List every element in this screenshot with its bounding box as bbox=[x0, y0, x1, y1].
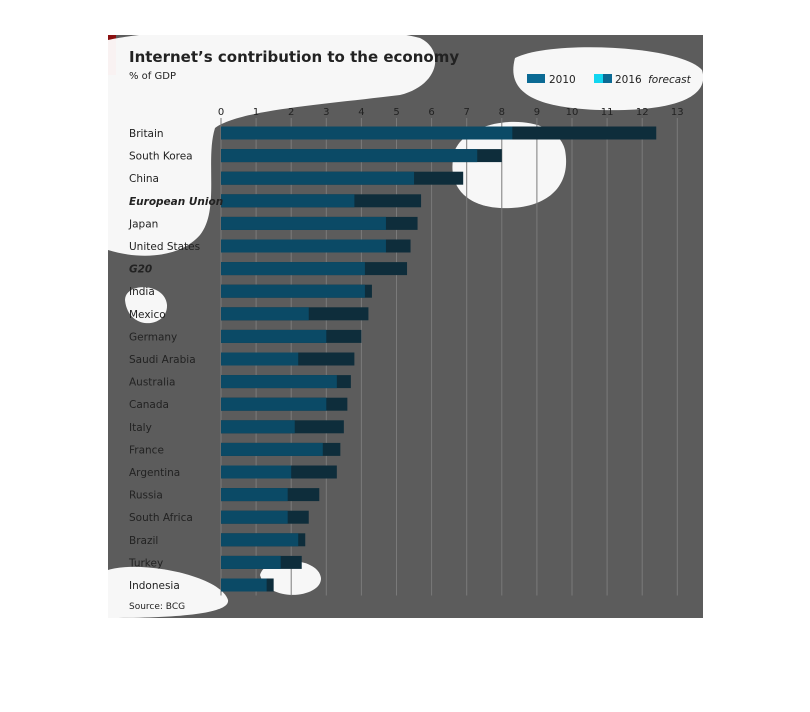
category-label: Turkey bbox=[128, 557, 163, 569]
bar-2010 bbox=[221, 420, 295, 434]
highlight-blob bbox=[108, 27, 436, 256]
x-tick-label: 0 bbox=[218, 107, 224, 118]
x-tick-label: 6 bbox=[428, 107, 434, 118]
legend-label-2016: 2016 forecast bbox=[615, 74, 692, 86]
category-label: Brazil bbox=[129, 535, 158, 547]
bar-2010 bbox=[221, 442, 323, 456]
bar-2010 bbox=[221, 578, 267, 592]
category-label: Germany bbox=[129, 331, 177, 343]
category-label: Indonesia bbox=[129, 580, 180, 592]
highlight-blob bbox=[260, 560, 322, 595]
category-label: Australia bbox=[129, 377, 175, 389]
x-tick-label: 5 bbox=[393, 107, 399, 118]
category-label: South Korea bbox=[129, 151, 193, 163]
bar-2010 bbox=[221, 352, 299, 366]
bar-2010 bbox=[221, 126, 513, 140]
bar-2010 bbox=[221, 194, 355, 208]
bar-2010 bbox=[221, 329, 327, 343]
highlight-blob bbox=[125, 287, 168, 324]
x-tick-label: 12 bbox=[636, 107, 649, 118]
legend-swatch-2016-b bbox=[603, 74, 612, 83]
legend-swatch-2016 bbox=[594, 74, 603, 83]
x-tick-label: 4 bbox=[358, 107, 364, 118]
x-tick-label: 10 bbox=[566, 107, 579, 118]
x-tick-label: 9 bbox=[534, 107, 540, 118]
bar-2010 bbox=[221, 171, 415, 185]
category-label: Italy bbox=[129, 422, 152, 434]
x-tick-label: 2 bbox=[288, 107, 294, 118]
x-tick-label: 13 bbox=[671, 107, 684, 118]
bar-2010 bbox=[221, 397, 327, 411]
category-label: G20 bbox=[129, 264, 152, 276]
chart-source: Source: BCG bbox=[129, 602, 185, 612]
category-label: Russia bbox=[129, 490, 163, 502]
category-label: Argentina bbox=[129, 467, 180, 479]
category-label: Mexico bbox=[129, 309, 166, 321]
x-tick-label: 11 bbox=[601, 107, 614, 118]
bar-2010 bbox=[221, 375, 337, 389]
category-label: United States bbox=[129, 241, 200, 253]
bar-2010 bbox=[221, 216, 386, 230]
highlight-blob bbox=[452, 121, 567, 209]
bar-2010 bbox=[221, 284, 365, 298]
category-label: Saudi Arabia bbox=[129, 354, 196, 366]
legend-swatch-2010 bbox=[527, 74, 545, 83]
chart-subtitle: % of GDP bbox=[129, 71, 176, 82]
x-tick-labels: 0 1 2 3 4 5 6 7 8 9 10 11 12 13 bbox=[218, 107, 684, 118]
category-label: Canada bbox=[129, 399, 169, 411]
category-label: Britain bbox=[129, 128, 164, 140]
legend: 2010 2016 forecast bbox=[527, 74, 692, 86]
category-label: European Union bbox=[129, 196, 223, 208]
bar-2010 bbox=[221, 307, 309, 321]
bar-2010 bbox=[221, 149, 478, 163]
bar-2010 bbox=[221, 239, 386, 253]
x-tick-label: 1 bbox=[253, 107, 259, 118]
x-tick-label: 7 bbox=[464, 107, 470, 118]
bar-2010 bbox=[221, 262, 365, 276]
bars bbox=[221, 126, 657, 592]
category-label: India bbox=[129, 286, 155, 298]
legend-forecast: forecast bbox=[648, 74, 692, 86]
legend-label-2010: 2010 bbox=[549, 74, 576, 86]
category-label: South Africa bbox=[129, 512, 193, 524]
legend-year-2016: 2016 bbox=[615, 74, 642, 86]
bar-2010 bbox=[221, 510, 288, 524]
category-labels: Britain South Korea China European Union Jap… bbox=[128, 128, 223, 592]
bar-2010 bbox=[221, 465, 292, 479]
highlight-blob bbox=[108, 566, 229, 618]
bar-2010 bbox=[221, 488, 288, 502]
bar-2010 bbox=[221, 533, 299, 547]
chart-title: Internet’s contribution to the economy bbox=[129, 48, 459, 66]
bar-2010 bbox=[221, 555, 281, 569]
category-label: China bbox=[129, 173, 159, 185]
category-label: Japan bbox=[128, 218, 158, 230]
x-tick-label: 8 bbox=[499, 107, 505, 118]
category-label: France bbox=[129, 444, 164, 456]
x-tick-label: 3 bbox=[323, 107, 329, 118]
